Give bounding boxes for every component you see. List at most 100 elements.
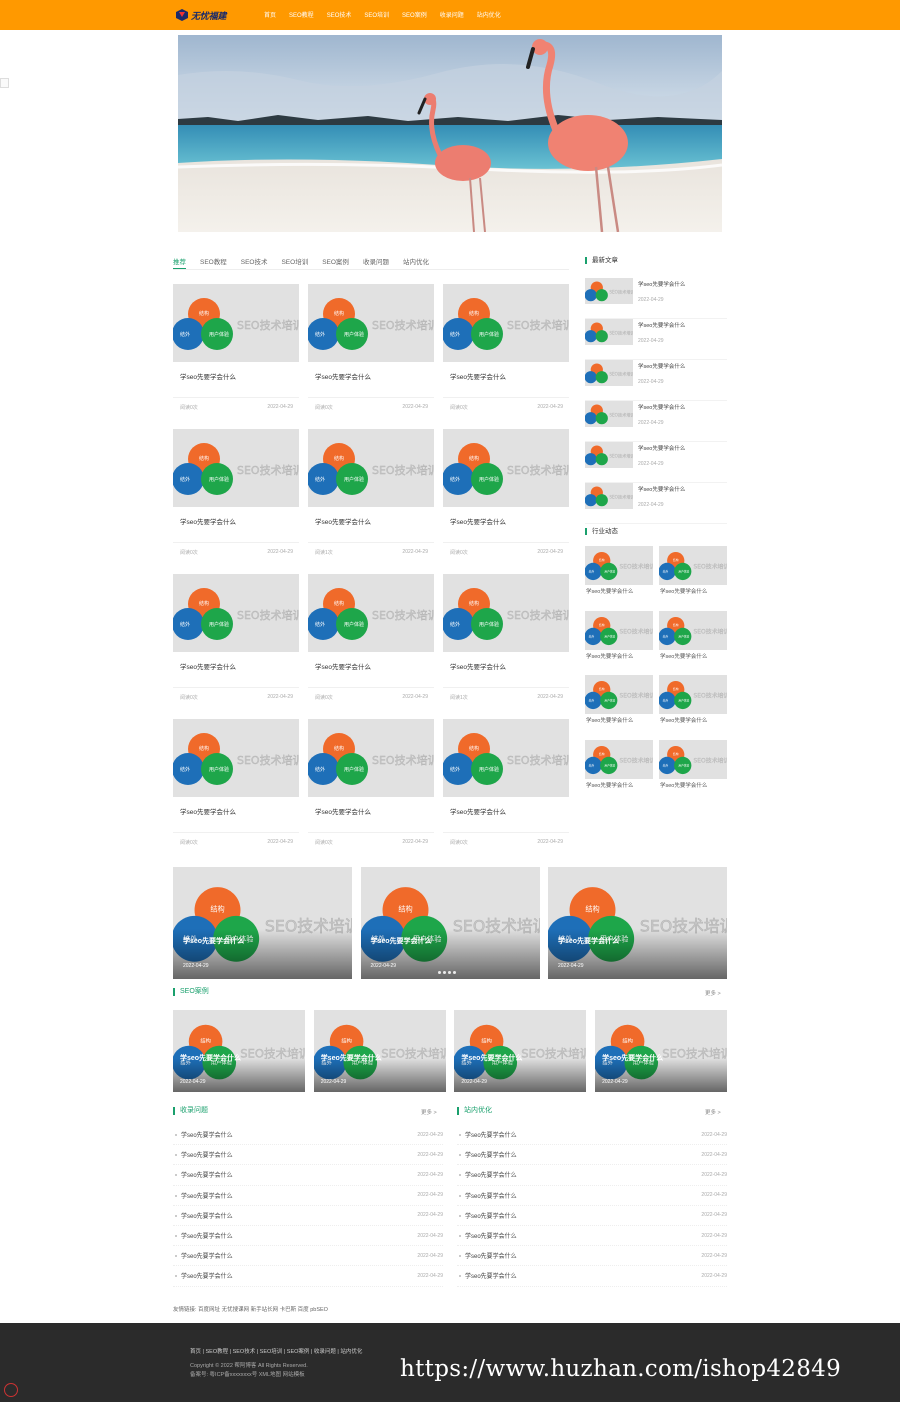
site-logo[interactable]: 无忧福建 (176, 8, 226, 22)
article-title[interactable]: 学seo先要学会什么 (450, 809, 506, 816)
article-title[interactable]: 学seo先要学会什么 (180, 664, 236, 671)
article-card[interactable]: SEO技术培训 结构 结外 用户体验 学seo先要学会什么 阅读0次 2022-04-29 (308, 284, 434, 429)
list-item[interactable]: 学seo先要学会什么 2022-04-29 (457, 1165, 727, 1186)
list-item[interactable]: 学seo先要学会什么 2022-04-29 (457, 1125, 727, 1146)
case-title[interactable]: 学seo先要学会什么 (180, 1055, 242, 1062)
industry-news-title[interactable]: 学seo先要学会什么 (660, 589, 708, 595)
list-item-title[interactable]: 学seo先要学会什么 (181, 1274, 233, 1281)
list-item-title[interactable]: 学seo先要学会什么 (465, 1153, 517, 1160)
list-item[interactable]: 学seo先要学会什么 2022-04-29 (173, 1206, 443, 1226)
friend-links[interactable]: 友情链接: 百度网址 无忧搜课网 新手站长网 卡巴斯 百度 pbSEO (173, 1307, 328, 1313)
article-thumbnail[interactable]: SEO技术培训 结构结外 用户体验 (173, 429, 299, 507)
article-thumbnail[interactable]: SEO技术培训 结构结外 用户体验 (585, 675, 653, 714)
article-card[interactable]: SEO技术培训 结构 结外 用户体验 学seo先要学会什么 阅读0次 2022-04-29 (308, 719, 434, 864)
latest-article-item[interactable]: SEO技术培训 学seo先要学会什么 2022-04-29 (585, 360, 727, 401)
article-thumbnail[interactable]: SEO技术培训 结构结外 用户体验 (659, 546, 727, 585)
list-item-title[interactable]: 学seo先要学会什么 (465, 1133, 517, 1140)
tab-item[interactable]: 推荐 (173, 256, 186, 269)
article-title[interactable]: 学seo先要学会什么 (315, 374, 371, 381)
list-item-title[interactable]: 学seo先要学会什么 (181, 1133, 233, 1140)
industry-news-title[interactable]: 学seo先要学会什么 (586, 782, 634, 789)
article-thumbnail[interactable]: SEO技术培训 结构结外 用户体验 (173, 719, 299, 797)
list-item[interactable]: 学seo先要学会什么 2022-04-29 (457, 1226, 727, 1247)
tab-item[interactable]: SEO培训 (281, 259, 309, 266)
list-item[interactable]: 学seo先要学会什么 2022-04-29 (457, 1266, 727, 1287)
tab-item[interactable]: SEO教程 (200, 259, 227, 266)
nav-item[interactable]: 首页 (264, 13, 277, 19)
list-item-title[interactable]: 学seo先要学会什么 (181, 1254, 233, 1261)
list-item-title[interactable]: 学seo先要学会什么 (181, 1193, 233, 1200)
article-card[interactable]: SEO技术培训 结构 结外 用户体验 学seo先要学会什么 阅读0次 2022-04-29 (443, 284, 569, 429)
article-thumbnail[interactable]: SEO技术培训 (585, 278, 633, 304)
article-card[interactable]: SEO技术培训 结构 结外 用户体验 学seo先要学会什么 阅读0次 2022-04-29 (308, 574, 434, 719)
list-item-title[interactable]: 学seo先要学会什么 (181, 1213, 233, 1220)
nav-item[interactable]: SEO案例 (402, 13, 427, 19)
article-thumbnail[interactable]: SEO技术培训 结构结外 用户体验 (308, 719, 434, 797)
list-item-title[interactable]: 学seo先要学会什么 (465, 1213, 517, 1220)
carousel-dot[interactable] (443, 971, 446, 974)
article-card[interactable]: SEO技术培训 结构 结外 用户体验 学seo先要学会什么 阅读1次 2022-04-29 (443, 574, 569, 719)
industry-news-item[interactable]: SEO技术培训 结构 结外 用户体验学seo先要学会什么 (659, 546, 727, 611)
slide-title[interactable]: 学seo先要学会什么 (558, 938, 620, 945)
seo-case-item[interactable]: SEO技术培训结构结外用户体验学seo先要学会什么2022-04-29 (313, 1010, 446, 1092)
article-thumbnail[interactable]: SEO技术培训 结构结外 用户体验 (443, 719, 569, 797)
footer-icp[interactable]: 备案号: 粤ICP备xxxxxxxx号 XML地图 网站模板 (190, 1372, 305, 1378)
article-title[interactable]: 学seo先要学会什么 (315, 664, 371, 671)
article-thumbnail[interactable]: SEO技术培训 结构结外 用户体验 (585, 610, 653, 650)
carousel-slide[interactable]: SEO技术培训结构结外用户体验学seo先要学会什么2022-04-29 (360, 867, 540, 979)
tab-item[interactable]: SEO技术 (240, 259, 268, 266)
article-card[interactable]: SEO技术培训 结构 结外 用户体验 学seo先要学会什么 阅读1次 2022-04-29 (308, 429, 434, 574)
list-item[interactable]: 学seo先要学会什么 2022-04-29 (173, 1145, 443, 1166)
nav-item[interactable]: 站内优化 (476, 13, 501, 19)
article-title[interactable]: 学seo先要学会什么 (180, 374, 236, 381)
indexing-questions-more-link[interactable]: 更多 > (421, 1110, 437, 1116)
list-item-title[interactable]: 学seo先要学会什么 (181, 1173, 233, 1180)
industry-news-item[interactable]: SEO技术培训 结构 结外 用户体验 学seo先要学会什么 (585, 739, 653, 805)
list-item-title[interactable]: 学seo先要学会什么 (465, 1234, 517, 1241)
article-title[interactable]: 学seo先要学会什么 (315, 519, 371, 526)
article-thumbnail[interactable]: SEO技术培训 结构结外 用户体验 (173, 284, 299, 362)
article-title[interactable]: 学seo先要学会什么 (450, 374, 506, 381)
industry-news-item[interactable]: SEO技术培训 结构 结外 用户体验学seo先要学会什么 (585, 546, 653, 611)
list-item[interactable]: 学seo先要学会什么 2022-04-29 (457, 1246, 727, 1267)
article-thumbnail[interactable]: SEO技术培训 结构结外 用户体验 (443, 574, 569, 652)
industry-news-item[interactable]: SEO技术培训 结构 结外 用户体验 学seo先要学会什么 (659, 610, 727, 676)
latest-article-item[interactable]: SEO技术培训 学seo先要学会什么 2022-04-29 (585, 401, 727, 442)
industry-news-item[interactable]: SEO技术培训 结构 结外 用户体验 学seo先要学会什么 (659, 675, 727, 740)
article-title[interactable]: 学seo先要学会什么 (315, 809, 371, 816)
list-item[interactable]: 学seo先要学会什么 2022-04-29 (173, 1125, 443, 1146)
article-title[interactable]: 学seo先要学会什么 (180, 809, 236, 816)
side-float-marker[interactable] (0, 78, 9, 88)
seo-case-item[interactable]: SEO技术培训结构结外用户体验学seo先要学会什么2022-04-29 (595, 1010, 728, 1092)
article-thumbnail[interactable]: SEO技术培训 (585, 360, 633, 386)
carousel-slide[interactable]: SEO技术培训结构结外用户体验学seo先要学会什么2022-04-29 (173, 867, 352, 979)
industry-news-item[interactable]: SEO技术培训 结构 结外 用户体验 学seo先要学会什么 (585, 610, 653, 676)
industry-news-title[interactable]: 学seo先要学会什么 (586, 718, 634, 724)
carousel-slide[interactable]: SEO技术培训结构结外用户体验学seo先要学会什么2022-04-29 (548, 867, 727, 979)
article-thumbnail[interactable]: SEO技术培训 (585, 442, 633, 468)
list-item[interactable]: 学seo先要学会什么 2022-04-29 (457, 1186, 727, 1206)
tab-item[interactable]: SEO案例 (322, 259, 349, 266)
article-card[interactable]: SEO技术培训 结构 结外 用户体验 学seo先要学会什么 阅读0次 2022-04-29 (173, 719, 299, 864)
article-card[interactable]: SEO技术培训 结构 结外 用户体验 学seo先要学会什么 阅读0次 2022-04-29 (173, 574, 299, 719)
nav-item[interactable]: SEO教程 (289, 13, 314, 19)
list-item-title[interactable]: 学seo先要学会什么 (465, 1274, 517, 1281)
industry-news-title[interactable]: 学seo先要学会什么 (660, 718, 708, 724)
article-thumbnail[interactable]: SEO技术培训 结构结外 用户体验 (585, 546, 653, 585)
article-title[interactable]: 学seo先要学会什么 (450, 519, 506, 526)
list-item[interactable]: 学seo先要学会什么 2022-04-29 (457, 1206, 727, 1226)
nav-item[interactable]: SEO技术 (326, 13, 352, 19)
case-title[interactable]: 学seo先要学会什么 (602, 1055, 664, 1062)
article-thumbnail[interactable]: SEO技术培训 结构结外 用户体验 (308, 574, 434, 652)
article-card[interactable]: SEO技术培训 结构 结外 用户体验 学seo先要学会什么 阅读0次 2022-04-29 (173, 429, 299, 574)
industry-news-title[interactable]: 学seo先要学会什么 (586, 589, 634, 595)
carousel-dot[interactable] (448, 971, 451, 974)
latest-article-title[interactable]: 学seo先要学会什么 (638, 282, 686, 288)
slide-title[interactable]: 学seo先要学会什么 (370, 938, 432, 945)
list-item[interactable]: 学seo先要学会什么 2022-04-29 (457, 1145, 727, 1166)
article-thumbnail[interactable]: SEO技术培训 (585, 319, 633, 345)
tab-item[interactable]: 站内优化 (402, 259, 429, 266)
article-card[interactable]: SEO技术培训 结构 结外 用户体验 学seo先要学会什么 阅读0次 2022-04-29 (443, 429, 569, 574)
latest-article-title[interactable]: 学seo先要学会什么 (638, 446, 686, 452)
latest-article-item[interactable]: SEO技术培训 学seo先要学会什么 2022-04-29 (585, 442, 727, 483)
